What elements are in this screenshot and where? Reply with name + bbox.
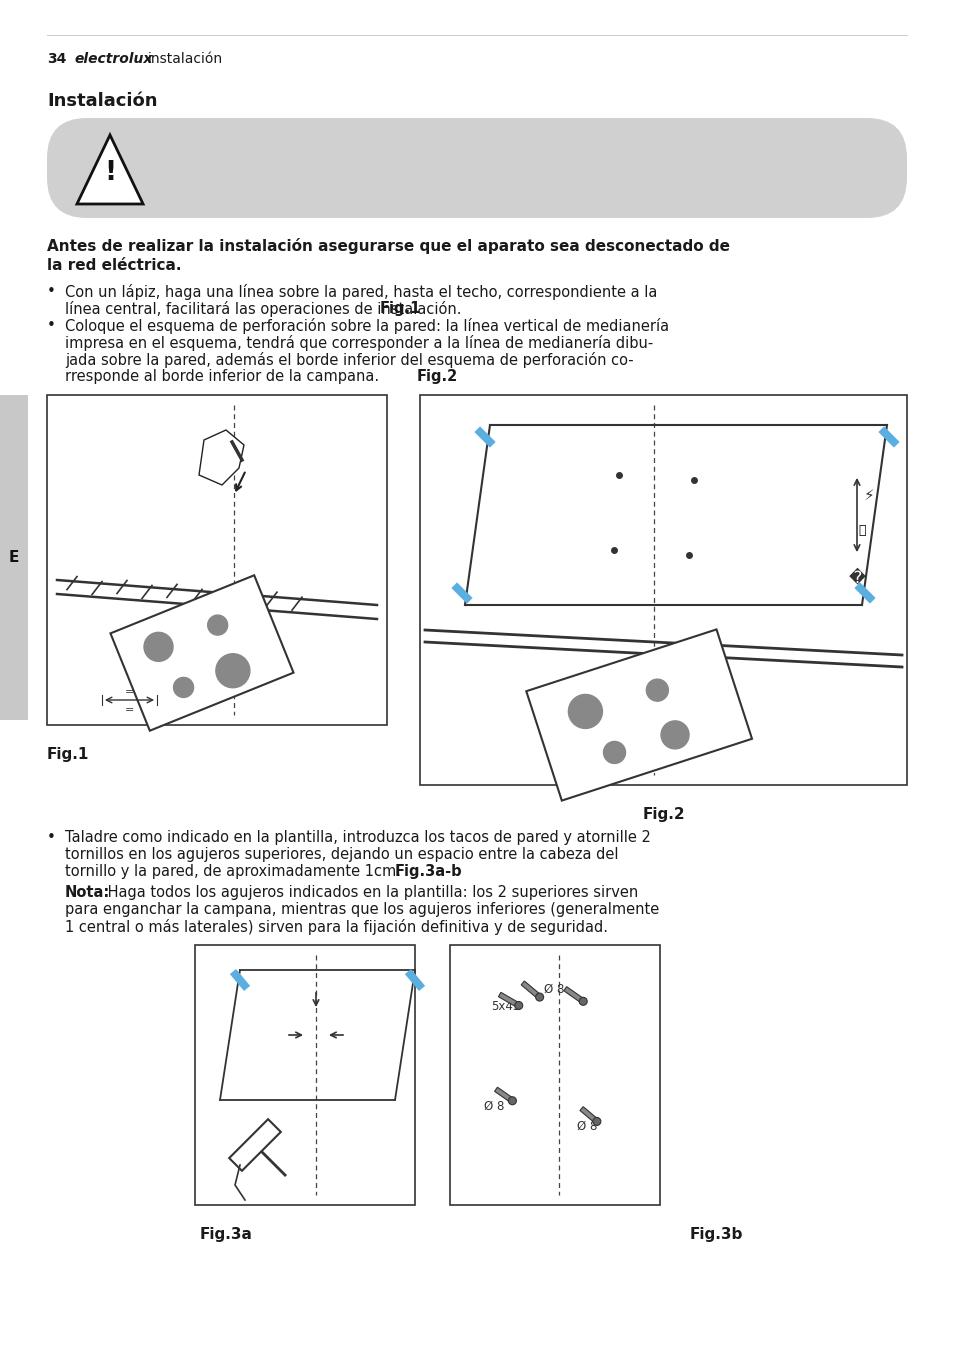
Text: �: �: [847, 568, 864, 585]
Polygon shape: [111, 576, 294, 730]
Text: Ø 8: Ø 8: [484, 1101, 504, 1113]
Text: Ø 8: Ø 8: [577, 1119, 597, 1133]
Text: Fig.2: Fig.2: [641, 807, 684, 822]
Circle shape: [592, 1117, 600, 1125]
Bar: [0, 395, 28, 721]
Text: =: =: [125, 687, 134, 698]
Polygon shape: [520, 982, 540, 999]
Text: E: E: [9, 550, 19, 565]
Circle shape: [208, 615, 228, 635]
Text: •: •: [47, 830, 56, 845]
Polygon shape: [526, 630, 751, 800]
Polygon shape: [199, 430, 244, 485]
Text: Fig.3a-b: Fig.3a-b: [395, 864, 462, 879]
Text: ⚡: ⚡: [862, 488, 874, 503]
Text: •: •: [47, 284, 56, 299]
Text: tornillos en los agujeros superiores, dejando un espacio entre la cabeza del: tornillos en los agujeros superiores, de…: [65, 846, 618, 863]
Text: la red eléctrica.: la red eléctrica.: [47, 258, 181, 273]
Text: instalación: instalación: [148, 51, 223, 66]
Text: 34: 34: [47, 51, 67, 66]
Text: Taladre como indicado en la plantilla, introduzca los tacos de pared y atornille: Taladre como indicado en la plantilla, i…: [65, 830, 650, 845]
Text: Fig.1: Fig.1: [379, 301, 421, 316]
Polygon shape: [579, 1107, 598, 1124]
Polygon shape: [854, 583, 875, 603]
Circle shape: [578, 998, 587, 1006]
Bar: [194, 945, 415, 1205]
Circle shape: [603, 741, 625, 764]
Text: Antes de realizar la instalación asegurarse que el aparato sea desconectado de: Antes de realizar la instalación asegura…: [47, 238, 729, 254]
Circle shape: [215, 654, 250, 688]
Polygon shape: [451, 583, 472, 603]
Text: jada sobre la pared, además el borde inferior del esquema de perforación co-: jada sobre la pared, además el borde inf…: [65, 352, 633, 368]
Circle shape: [515, 1002, 522, 1010]
Circle shape: [173, 677, 193, 698]
Circle shape: [568, 695, 601, 729]
Bar: [419, 395, 906, 786]
Text: Fig.3a: Fig.3a: [200, 1228, 253, 1242]
Polygon shape: [497, 992, 519, 1007]
Polygon shape: [563, 987, 584, 1003]
Circle shape: [508, 1096, 516, 1105]
Polygon shape: [494, 1087, 514, 1103]
Text: •: •: [47, 318, 56, 333]
Circle shape: [646, 679, 668, 702]
Text: =: =: [125, 704, 134, 715]
Text: electrolux: electrolux: [75, 51, 153, 66]
Circle shape: [535, 994, 543, 1000]
Text: Fig.2: Fig.2: [416, 369, 457, 384]
Polygon shape: [474, 426, 496, 448]
Text: 5x45: 5x45: [491, 1000, 520, 1013]
Circle shape: [144, 633, 172, 661]
Text: rresponde al borde inferior de la campana.: rresponde al borde inferior de la campan…: [65, 369, 383, 384]
Text: Fig.1: Fig.1: [47, 748, 90, 763]
Polygon shape: [77, 135, 143, 204]
Text: tornillo y la pared, de aproximadamente 1cm.: tornillo y la pared, de aproximadamente …: [65, 864, 405, 879]
Text: Nota:: Nota:: [65, 886, 111, 900]
FancyBboxPatch shape: [47, 118, 906, 218]
Text: Coloque el esquema de perforación sobre la pared: la línea vertical de medianerí: Coloque el esquema de perforación sobre …: [65, 318, 668, 334]
Text: Haga todos los agujeros indicados en la plantilla: los 2 superiores sirven: Haga todos los agujeros indicados en la …: [103, 886, 638, 900]
Text: 1 central o más laterales) sirven para la fijación definitiva y de seguridad.: 1 central o más laterales) sirven para l…: [65, 919, 607, 936]
Text: Con un lápiz, haga una línea sobre la pared, hasta el techo, correspondiente a l: Con un lápiz, haga una línea sobre la pa…: [65, 284, 657, 300]
Polygon shape: [229, 1119, 280, 1171]
Text: !: !: [104, 160, 116, 187]
Polygon shape: [878, 426, 899, 448]
Text: Instalación: Instalación: [47, 92, 157, 110]
Bar: [47, 395, 387, 725]
Bar: [450, 945, 659, 1205]
Circle shape: [660, 721, 688, 749]
Text: para enganchar la campana, mientras que los agujeros inferiores (generalmente: para enganchar la campana, mientras que …: [65, 902, 659, 917]
Text: Ø 8: Ø 8: [543, 983, 564, 996]
Polygon shape: [404, 969, 425, 991]
Text: Fig.3b: Fig.3b: [689, 1228, 742, 1242]
Polygon shape: [230, 969, 250, 991]
Text: impresa en el esquema, tendrá que corresponder a la línea de medianería dibu-: impresa en el esquema, tendrá que corres…: [65, 335, 653, 352]
Text: 🔥: 🔥: [858, 523, 864, 537]
Text: línea central, facilitará las operaciones de instalación.: línea central, facilitará las operacione…: [65, 301, 466, 316]
